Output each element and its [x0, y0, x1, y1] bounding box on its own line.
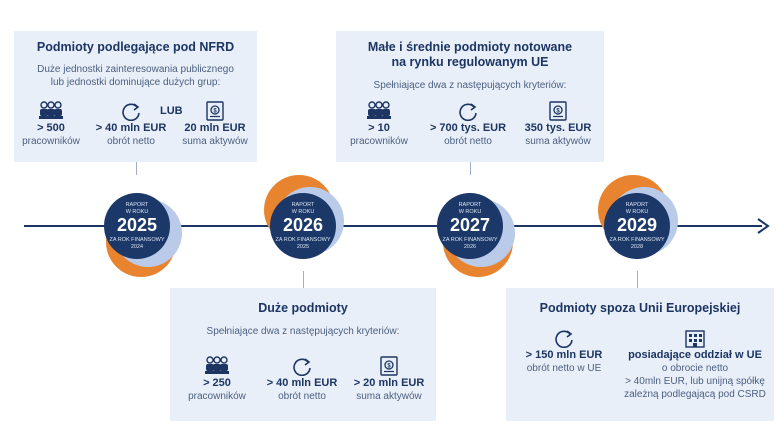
large-box: Duże podmioty Spełniające dwa z następuj…	[170, 288, 436, 421]
assets-icon	[545, 101, 571, 121]
criterion-label: suma aktywów	[525, 136, 591, 147]
criterion-value: > 250	[203, 377, 231, 389]
criterion-line-1: o obrocie netto	[661, 363, 729, 374]
milestone-2025: RAPORT W ROKU 2025 ZA ROK FINANSOWY 2024	[92, 181, 182, 277]
milestone-2029: RAPORT W ROKU 2029 ZA ROK FINANSOWY 2028	[592, 175, 682, 271]
connector-line	[637, 271, 638, 288]
milestone-fy: 2028	[630, 244, 644, 250]
criterion-value: > 150 mln EUR	[525, 349, 603, 361]
nfrd-criterion-assets: 20 mln EUR suma aktywów	[178, 101, 252, 148]
milestone-top: RAPORT	[291, 202, 315, 208]
milestone-circle: RAPORT W ROKU 2027 ZA ROK FINANSOWY 2026	[437, 193, 503, 259]
milestone-bottom: ZA ROK FINANSOWY	[609, 237, 665, 243]
criterion-label: pracowników	[350, 136, 408, 147]
milestone-circle: RAPORT W ROKU 2025 ZA ROK FINANSOWY 2024	[104, 193, 170, 259]
large-criterion-assets: > 20 mln EUR suma aktywów	[346, 356, 432, 403]
milestone-top: RAPORT	[458, 202, 482, 208]
sme-criterion-assets: 350 tys. EUR suma aktywów	[518, 101, 598, 148]
nfrd-box: Podmioty podlegające pod NFRD Duże jedno…	[14, 31, 257, 162]
milestone-year: 2027	[449, 215, 491, 235]
connector-line	[303, 271, 304, 288]
large-title: Duże podmioty	[258, 301, 348, 315]
nfrd-title: Podmioty podlegające pod NFRD	[36, 40, 235, 54]
non-eu-criterion-branch: posiadające oddział w UE o obrocie netto…	[618, 328, 772, 401]
turnover-icon	[289, 356, 315, 376]
criterion-line-3: zależną podlegającą pod CSRD	[624, 389, 766, 400]
assets-icon	[202, 101, 228, 121]
criterion-value: > 10	[368, 122, 390, 134]
nfrd-criterion-turnover: > 40 mln EUR obrót netto	[90, 101, 172, 148]
criterion-line-2: > 40mln EUR, lub unijną spółkę	[625, 376, 765, 387]
large-subtitle: Spełniające dwa z następujących kryterió…	[206, 326, 400, 337]
sme-criterion-turnover: > 700 tys. EUR obrót netto	[422, 101, 514, 148]
criterion-value: > 20 mln EUR	[353, 377, 425, 389]
criterion-label: suma aktywów	[356, 391, 422, 402]
large-criterion-employees: > 250 pracowników	[176, 356, 258, 403]
milestone-circle: RAPORT W ROKU 2029 ZA ROK FINANSOWY 2028	[604, 193, 670, 259]
timeline-axis	[24, 225, 762, 227]
criterion-label: pracowników	[22, 136, 80, 147]
milestone-year: 2025	[116, 215, 158, 235]
milestone-bottom: ZA ROK FINANSOWY	[442, 237, 498, 243]
criterion-value: > 500	[37, 122, 65, 134]
criterion-label: obrót netto w UE	[526, 363, 602, 374]
employees-icon	[38, 101, 64, 121]
criterion-label: obrót netto	[107, 136, 155, 147]
assets-icon	[376, 356, 402, 376]
criterion-value: > 40 mln EUR	[95, 122, 167, 134]
non-eu-criterion-turnover: > 150 mln EUR obrót netto w UE	[512, 328, 616, 375]
or-label: LUB	[160, 105, 183, 117]
milestone-circle: RAPORT W ROKU 2026 ZA ROK FINANSOWY 2025	[270, 193, 336, 259]
large-criterion-turnover: > 40 mln EUR obrót netto	[258, 356, 346, 403]
sme-criterion-employees: > 10 pracowników	[344, 101, 414, 148]
milestone-2027: RAPORT W ROKU 2027 ZA ROK FINANSOWY 2026	[425, 181, 515, 277]
milestone-fy: 2026	[463, 244, 477, 250]
criterion-label: suma aktywów	[182, 136, 248, 147]
milestone-top2: W ROKU	[125, 209, 149, 215]
sme-subtitle: Spełniające dwa z następujących kryterió…	[373, 80, 567, 91]
milestone-year: 2026	[282, 215, 324, 235]
milestone-top: RAPORT	[125, 202, 149, 208]
milestone-2026: RAPORT W ROKU 2026 ZA ROK FINANSOWY 2025	[258, 175, 348, 271]
arrow-right-icon	[757, 218, 770, 234]
building-icon	[682, 328, 708, 348]
milestone-top2: W ROKU	[625, 209, 649, 215]
sme-title-2: na rynku regulowanym UE	[391, 55, 549, 69]
employees-icon	[204, 356, 230, 376]
criterion-value: 350 tys. EUR	[524, 122, 592, 134]
milestone-fy: 2024	[130, 244, 144, 250]
turnover-icon	[455, 101, 481, 121]
milestone-bottom: ZA ROK FINANSOWY	[275, 237, 331, 243]
criterion-value: posiadające oddział w UE	[628, 349, 762, 361]
milestone-year: 2029	[616, 215, 658, 235]
nfrd-criterion-employees: > 500 pracowników	[18, 101, 84, 148]
criterion-value: 20 mln EUR	[184, 122, 246, 134]
connector-line	[136, 162, 137, 175]
non-eu-box: Podmioty spoza Unii Europejskiej > 150 m…	[506, 288, 774, 421]
milestone-bottom: ZA ROK FINANSOWY	[109, 237, 165, 243]
criterion-label: pracowników	[188, 391, 246, 402]
milestone-top: RAPORT	[625, 202, 649, 208]
employees-icon	[366, 101, 392, 121]
turnover-icon	[551, 328, 577, 348]
non-eu-title: Podmioty spoza Unii Europejskiej	[539, 301, 741, 315]
criterion-value: > 40 mln EUR	[266, 377, 338, 389]
criterion-label: obrót netto	[444, 136, 492, 147]
criterion-value: > 700 tys. EUR	[429, 122, 507, 134]
nfrd-subtitle-2: lub jednostki dominujące dużych grup:	[50, 77, 221, 88]
milestone-fy: 2025	[296, 244, 310, 250]
milestone-top2: W ROKU	[291, 209, 315, 215]
milestone-top2: W ROKU	[458, 209, 482, 215]
turnover-icon	[118, 101, 144, 121]
sme-box: Małe i średnie podmioty notowane na rynk…	[336, 31, 604, 162]
nfrd-subtitle-1: Duże jednostki zainteresowania publiczne…	[37, 64, 234, 75]
criterion-label: obrót netto	[278, 391, 326, 402]
connector-line	[470, 162, 471, 175]
sme-title-1: Małe i średnie podmioty notowane	[367, 40, 573, 54]
